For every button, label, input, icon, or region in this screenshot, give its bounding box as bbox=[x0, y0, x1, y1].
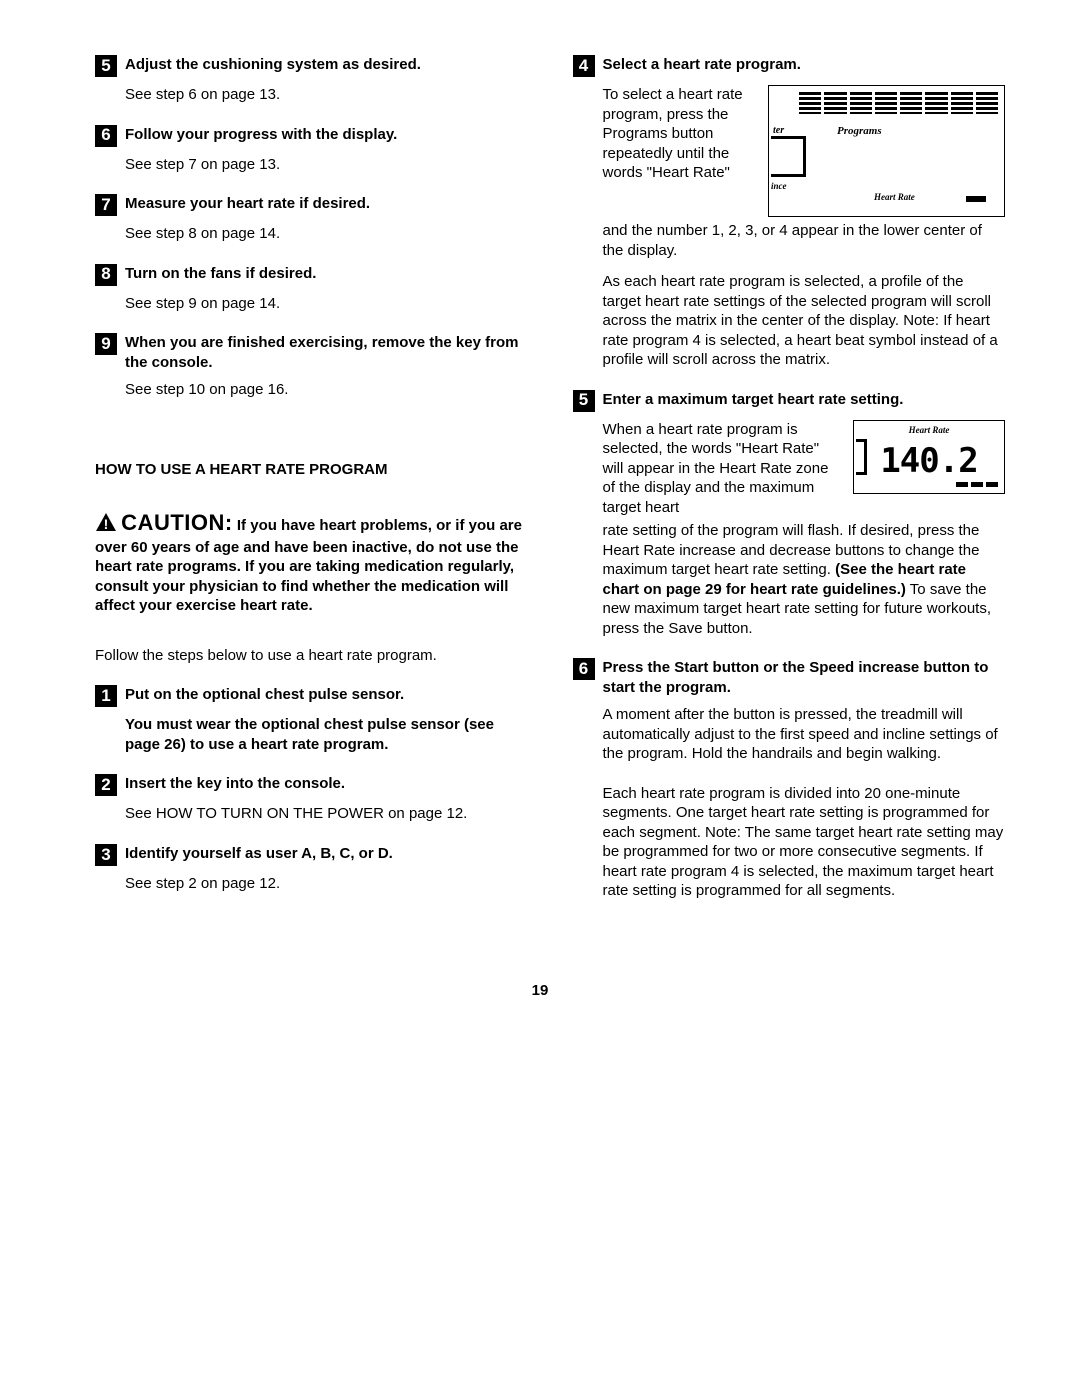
step-body: See step 8 on page 14. bbox=[125, 224, 528, 244]
step-title: Identify yourself as user A, B, C, or D. bbox=[125, 844, 393, 864]
left-column: 5 Adjust the cushioning system as desire… bbox=[95, 55, 528, 921]
svg-text:!: ! bbox=[104, 516, 109, 532]
step-number: 6 bbox=[573, 658, 595, 680]
step-6r: 6 Press the Start button or the Speed in… bbox=[573, 658, 1006, 697]
step-body: See step 9 on page 14. bbox=[125, 294, 528, 314]
page-number: 19 bbox=[0, 961, 1080, 1031]
step-title: Follow your progress with the display. bbox=[125, 125, 397, 145]
step-9: 9 When you are finished exercising, remo… bbox=[95, 333, 528, 372]
step-number: 4 bbox=[573, 55, 595, 77]
step-title: When you are finished exercising, remove… bbox=[125, 333, 528, 372]
warning-icon: ! bbox=[95, 512, 117, 538]
right-column: 4 Select a heart rate program. To select… bbox=[573, 55, 1006, 921]
hr-display-label: Heart Rate bbox=[854, 425, 1004, 437]
step-title: Insert the key into the console. bbox=[125, 774, 345, 794]
step-number: 5 bbox=[573, 390, 595, 412]
step-5: 5 Adjust the cushioning system as desire… bbox=[95, 55, 528, 77]
step-6-p2: Each heart rate program is divided into … bbox=[603, 784, 1006, 901]
intro-text: Follow the steps below to use a heart ra… bbox=[95, 646, 528, 666]
step-number: 7 bbox=[95, 194, 117, 216]
step-number: 6 bbox=[95, 125, 117, 147]
step-5-after: rate setting of the program will flash. … bbox=[603, 521, 1006, 638]
caution-label: CAUTION: bbox=[121, 510, 233, 535]
console-display-illustration: ter Programs ince Heart Rate bbox=[768, 85, 1005, 217]
step-number: 8 bbox=[95, 264, 117, 286]
step-number: 9 bbox=[95, 333, 117, 355]
step-4-content: To select a heart rate program, press th… bbox=[603, 85, 1006, 370]
display-label-once: ince bbox=[771, 181, 787, 193]
step-number: 3 bbox=[95, 844, 117, 866]
step-7: 7 Measure your heart rate if desired. bbox=[95, 194, 528, 216]
step-number: 1 bbox=[95, 685, 117, 707]
page: 5 Adjust the cushioning system as desire… bbox=[0, 0, 1080, 961]
step-title: Measure your heart rate if desired. bbox=[125, 194, 370, 214]
display-label-heartrate: Heart Rate bbox=[874, 192, 915, 204]
step-4: 4 Select a heart rate program. bbox=[573, 55, 1006, 77]
step-title: Select a heart rate program. bbox=[603, 55, 801, 75]
step-body: You must wear the optional chest pulse s… bbox=[125, 715, 528, 754]
step-5-content: When a heart rate program is selected, t… bbox=[603, 420, 1006, 639]
step-4-after: and the number 1, 2, 3, or 4 appear in t… bbox=[603, 221, 1006, 260]
step-title: Adjust the cushioning system as desired. bbox=[125, 55, 421, 75]
step-number: 5 bbox=[95, 55, 117, 77]
step-body: See step 10 on page 16. bbox=[125, 380, 528, 400]
step-2: 2 Insert the key into the console. bbox=[95, 774, 528, 796]
step-title: Turn on the fans if desired. bbox=[125, 264, 316, 284]
step-6: 6 Follow your progress with the display. bbox=[95, 125, 528, 147]
step-5-wrap: When a heart rate program is selected, t… bbox=[603, 420, 1006, 518]
caution-block: ! CAUTION: If you have heart problems, o… bbox=[95, 509, 528, 616]
step-body: See HOW TO TURN ON THE POWER on page 12. bbox=[125, 804, 528, 824]
step-title: Press the Start button or the Speed incr… bbox=[603, 658, 1006, 697]
display-label-programs: Programs bbox=[837, 124, 882, 138]
step-8: 8 Turn on the fans if desired. bbox=[95, 264, 528, 286]
step-body: See step 2 on page 12. bbox=[125, 874, 528, 894]
section-title: HOW TO USE A HEART RATE PROGRAM bbox=[95, 460, 528, 480]
step-title: Put on the optional chest pulse sensor. bbox=[125, 685, 404, 705]
step-4-wraptext: To select a heart rate program, press th… bbox=[603, 85, 757, 183]
step-6-p1: A moment after the button is pressed, th… bbox=[603, 705, 1006, 764]
step-5r: 5 Enter a maximum target heart rate sett… bbox=[573, 390, 1006, 412]
step-title: Enter a maximum target heart rate settin… bbox=[603, 390, 904, 410]
step-4-wrap: To select a heart rate program, press th… bbox=[603, 85, 1006, 217]
step-body: See step 6 on page 13. bbox=[125, 85, 528, 105]
step-number: 2 bbox=[95, 774, 117, 796]
step-3: 3 Identify yourself as user A, B, C, or … bbox=[95, 844, 528, 866]
step-6-content: A moment after the button is pressed, th… bbox=[603, 705, 1006, 901]
heartrate-display-illustration: Heart Rate 140.2 bbox=[853, 420, 1005, 494]
step-5-wraptext: When a heart rate program is selected, t… bbox=[603, 420, 842, 518]
step-body: See step 7 on page 13. bbox=[125, 155, 528, 175]
step-4-para2: As each heart rate program is selected, … bbox=[603, 272, 1006, 370]
step-1: 1 Put on the optional chest pulse sensor… bbox=[95, 685, 528, 707]
hr-display-value: 140.2 bbox=[854, 439, 1004, 483]
